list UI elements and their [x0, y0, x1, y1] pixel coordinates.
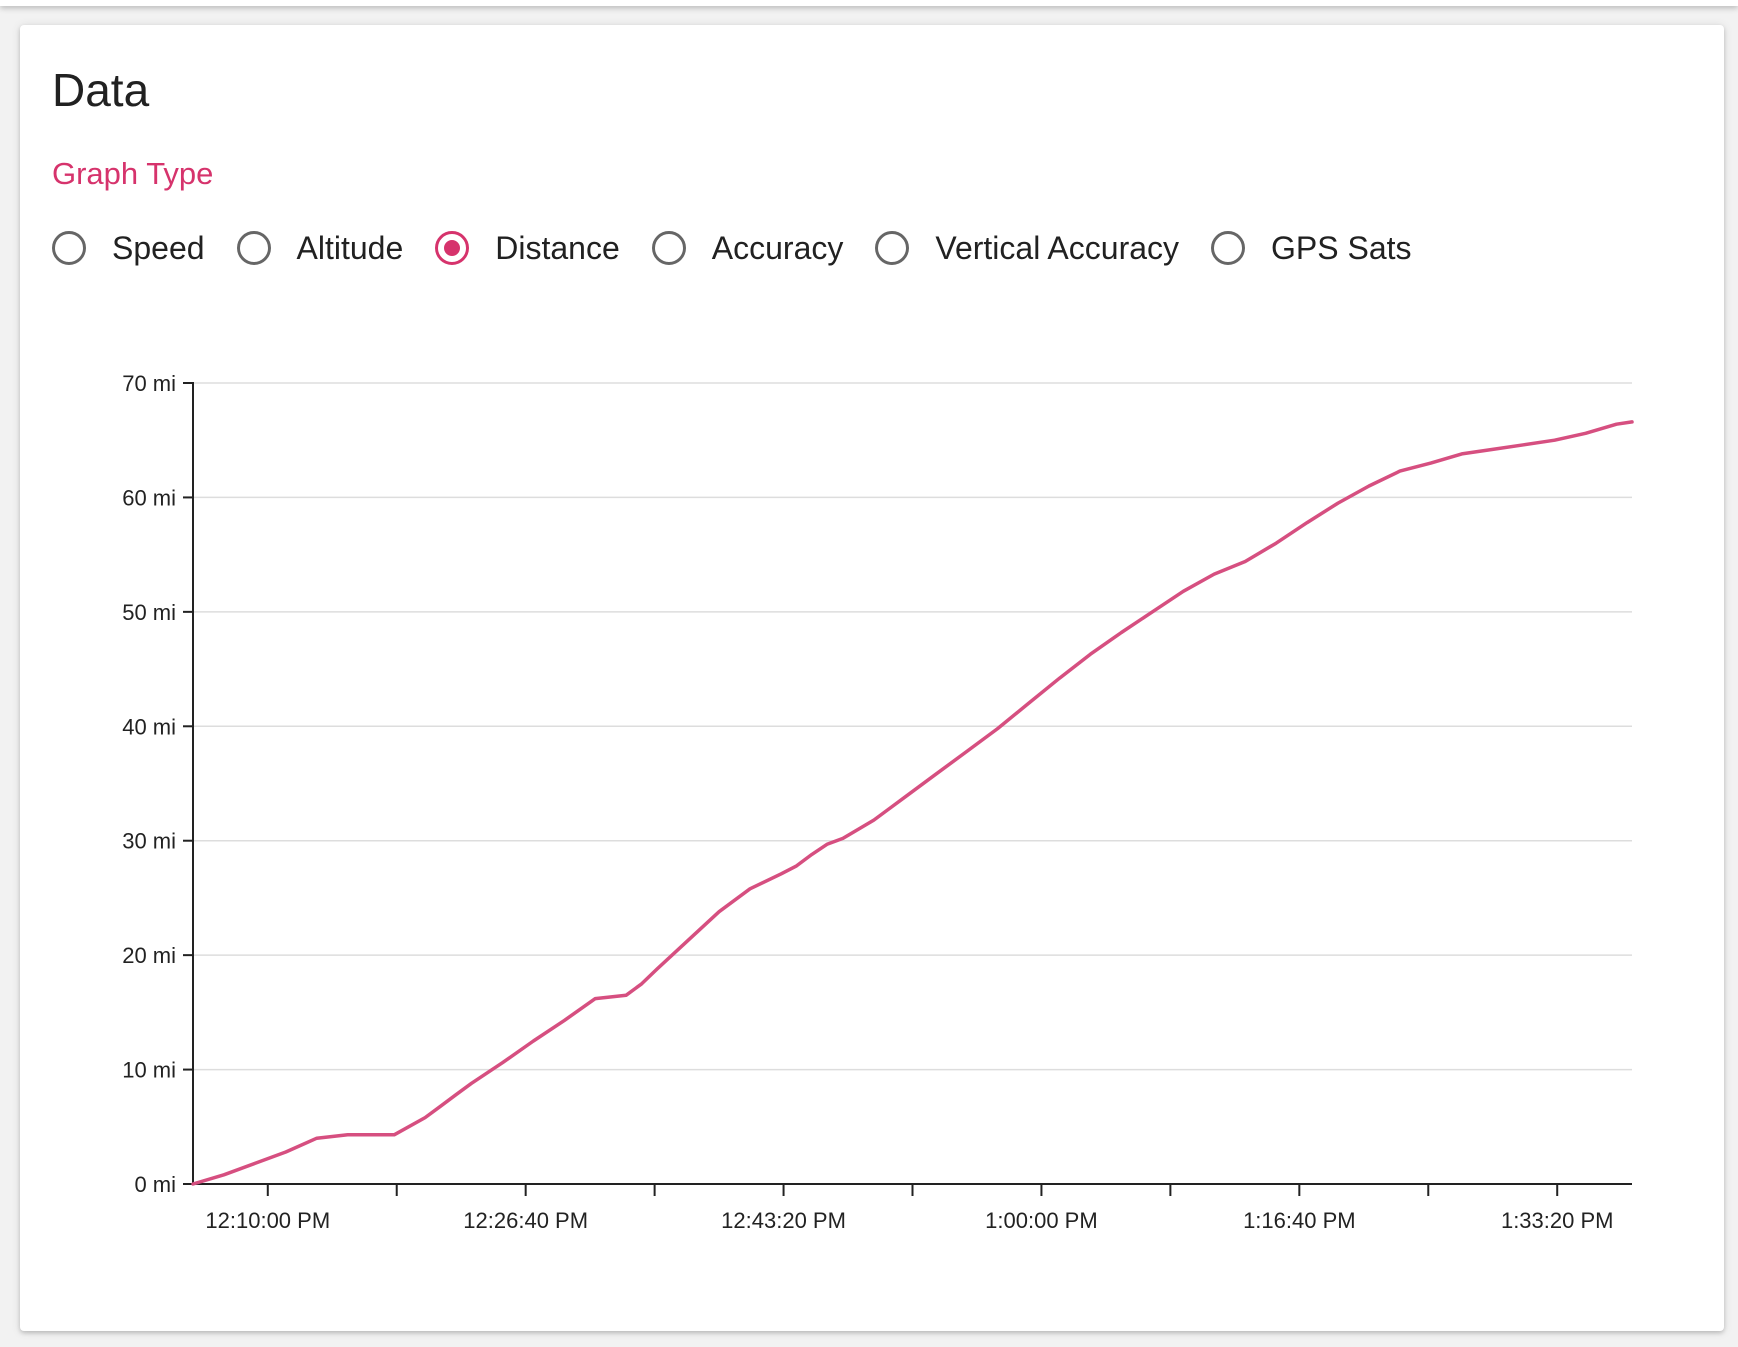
x-tick-label: 1:00:00 PM	[985, 1208, 1098, 1233]
y-tick-label: 30 mi	[122, 829, 176, 854]
radio-distance[interactable]: Distance	[435, 230, 620, 267]
y-tick-label: 60 mi	[122, 485, 176, 510]
radio-circle-icon[interactable]	[875, 231, 910, 265]
radio-circle-icon[interactable]	[1211, 231, 1246, 265]
radio-circle-icon[interactable]	[236, 231, 271, 265]
y-axis: 0 mi 10 mi 20 mi 30 mi 40 mi 50 mi 60 mi 70 mi	[122, 371, 194, 1197]
radio-altitude[interactable]: Altitude	[236, 229, 404, 267]
chart-series	[191, 420, 1634, 1186]
radio-accuracy[interactable]: Accuracy	[651, 229, 844, 267]
graph-type-radio-group: Speed Altitude Distance Accuracy Vertica…	[52, 223, 1444, 273]
previous-card-edge	[0, 0, 1738, 6]
x-axis: 12:10:00 PM 12:26:40 PM 12:43:20 PM 1:00:00…	[193, 1183, 1632, 1233]
graph-type-label: Graph Type	[52, 156, 214, 191]
radio-circle-icon[interactable]	[651, 231, 686, 265]
radio-gps-sats[interactable]: GPS Sats	[1211, 230, 1412, 267]
x-tick-label: 1:33:20 PM	[1501, 1208, 1614, 1233]
chart-gridlines	[193, 382, 1632, 1071]
radio-label-gps-sats[interactable]: GPS Sats	[1271, 229, 1412, 266]
x-tick-label: 12:43:20 PM	[721, 1208, 846, 1233]
y-tick-label: 50 mi	[122, 600, 176, 625]
radio-label-speed[interactable]: Speed	[112, 229, 205, 266]
radio-speed[interactable]: Speed	[52, 230, 205, 267]
radio-label-accuracy[interactable]: Accuracy	[711, 229, 844, 266]
y-tick-label: 10 mi	[122, 1058, 176, 1083]
radio-vertical-accuracy[interactable]: Vertical Accuracy	[875, 230, 1179, 267]
y-tick-label: 20 mi	[122, 943, 176, 968]
x-tick-label: 1:16:40 PM	[1243, 1208, 1356, 1233]
x-tick-label: 12:10:00 PM	[205, 1208, 330, 1233]
radio-circle-icon[interactable]	[52, 231, 86, 265]
y-tick-label: 70 mi	[122, 371, 176, 396]
y-tick-label: 0 mi	[134, 1172, 176, 1197]
radio-label-altitude[interactable]: Altitude	[296, 229, 404, 266]
data-card: Data Graph Type Speed Altitude Distance …	[20, 25, 1724, 1331]
y-tick-label: 40 mi	[122, 714, 176, 739]
x-tick-label: 12:26:40 PM	[463, 1208, 588, 1233]
card-title: Data	[52, 64, 150, 116]
radio-circle-icon[interactable]	[435, 231, 470, 265]
radio-label-distance[interactable]: Distance	[495, 229, 620, 266]
radio-label-vertical-accuracy[interactable]: Vertical Accuracy	[935, 229, 1180, 266]
distance-series-line	[191, 420, 1634, 1186]
